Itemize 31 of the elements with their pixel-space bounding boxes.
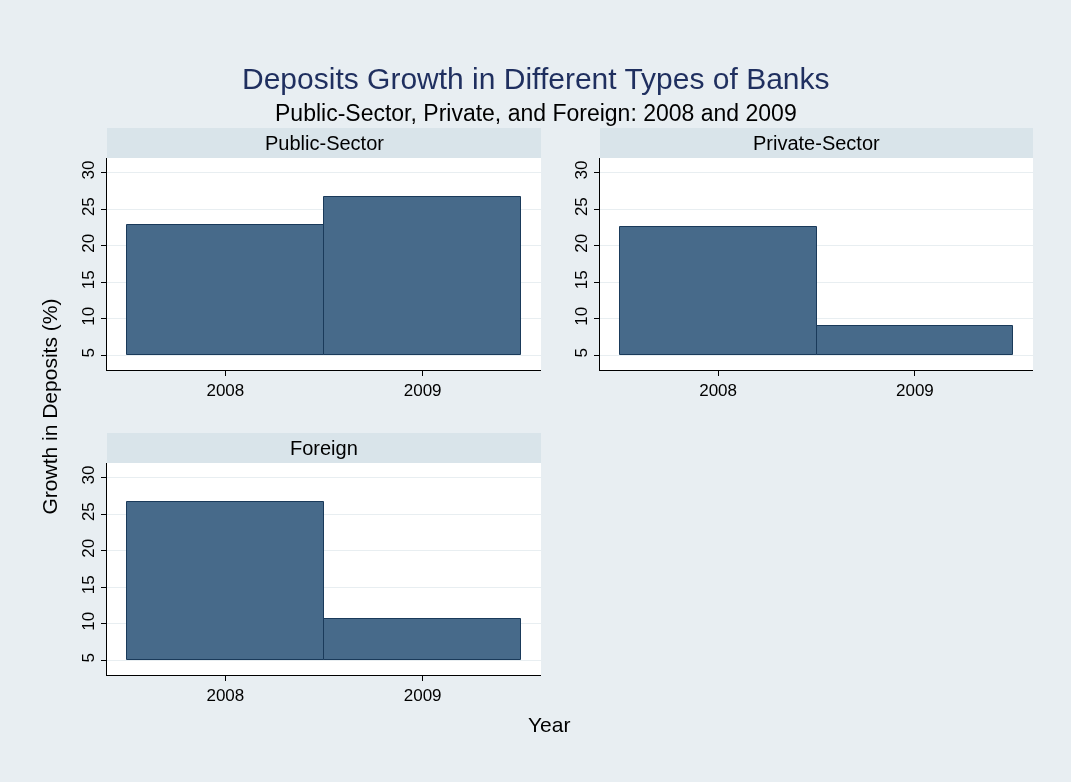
x-tick-label: 2009 [403,686,442,706]
y-tick-label: 5 [572,348,592,358]
y-tick-label: 10 [79,611,99,631]
chart-title: Private-Sector [753,132,881,154]
y-tick-label: 15 [79,270,99,290]
x-tick-label: 2008 [206,381,245,401]
x-tick-label: 2008 [699,381,737,401]
x-tick-label: 2009 [403,381,442,401]
y-tick-label: 30 [79,160,99,180]
y-tick-label: 10 [79,306,99,326]
y-tick-label: 30 [79,465,99,485]
x-tick-label: 2008 [206,686,245,706]
chart-title: Public-Sector [265,132,385,154]
y-tick-label: 25 [79,197,99,217]
y-tick-label: 5 [79,653,99,663]
y-tick-label: 15 [572,270,592,290]
x-tick-label: 2009 [896,381,934,401]
y-tick-label: 25 [572,197,592,217]
y-tick-label: 25 [79,502,99,522]
y-tick-label: 5 [79,348,99,358]
y-tick-label: 30 [572,160,592,180]
y-tick-label: 15 [79,575,99,595]
y-tick-label: 20 [572,233,592,253]
y-tick-label: 20 [79,538,99,558]
text: Deposits Growth in Different Types of Banks [242,62,830,95]
chart-title: Foreign [290,437,358,459]
y-tick-label: 10 [572,306,592,326]
y-tick-label: 20 [79,233,99,253]
text: Public-Sector, Private, and Foreign: 2008 and 2009 [275,100,797,126]
y-axis-title: Growth in Deposits (%) [37,298,61,515]
x-axis-title: Year [528,713,571,736]
